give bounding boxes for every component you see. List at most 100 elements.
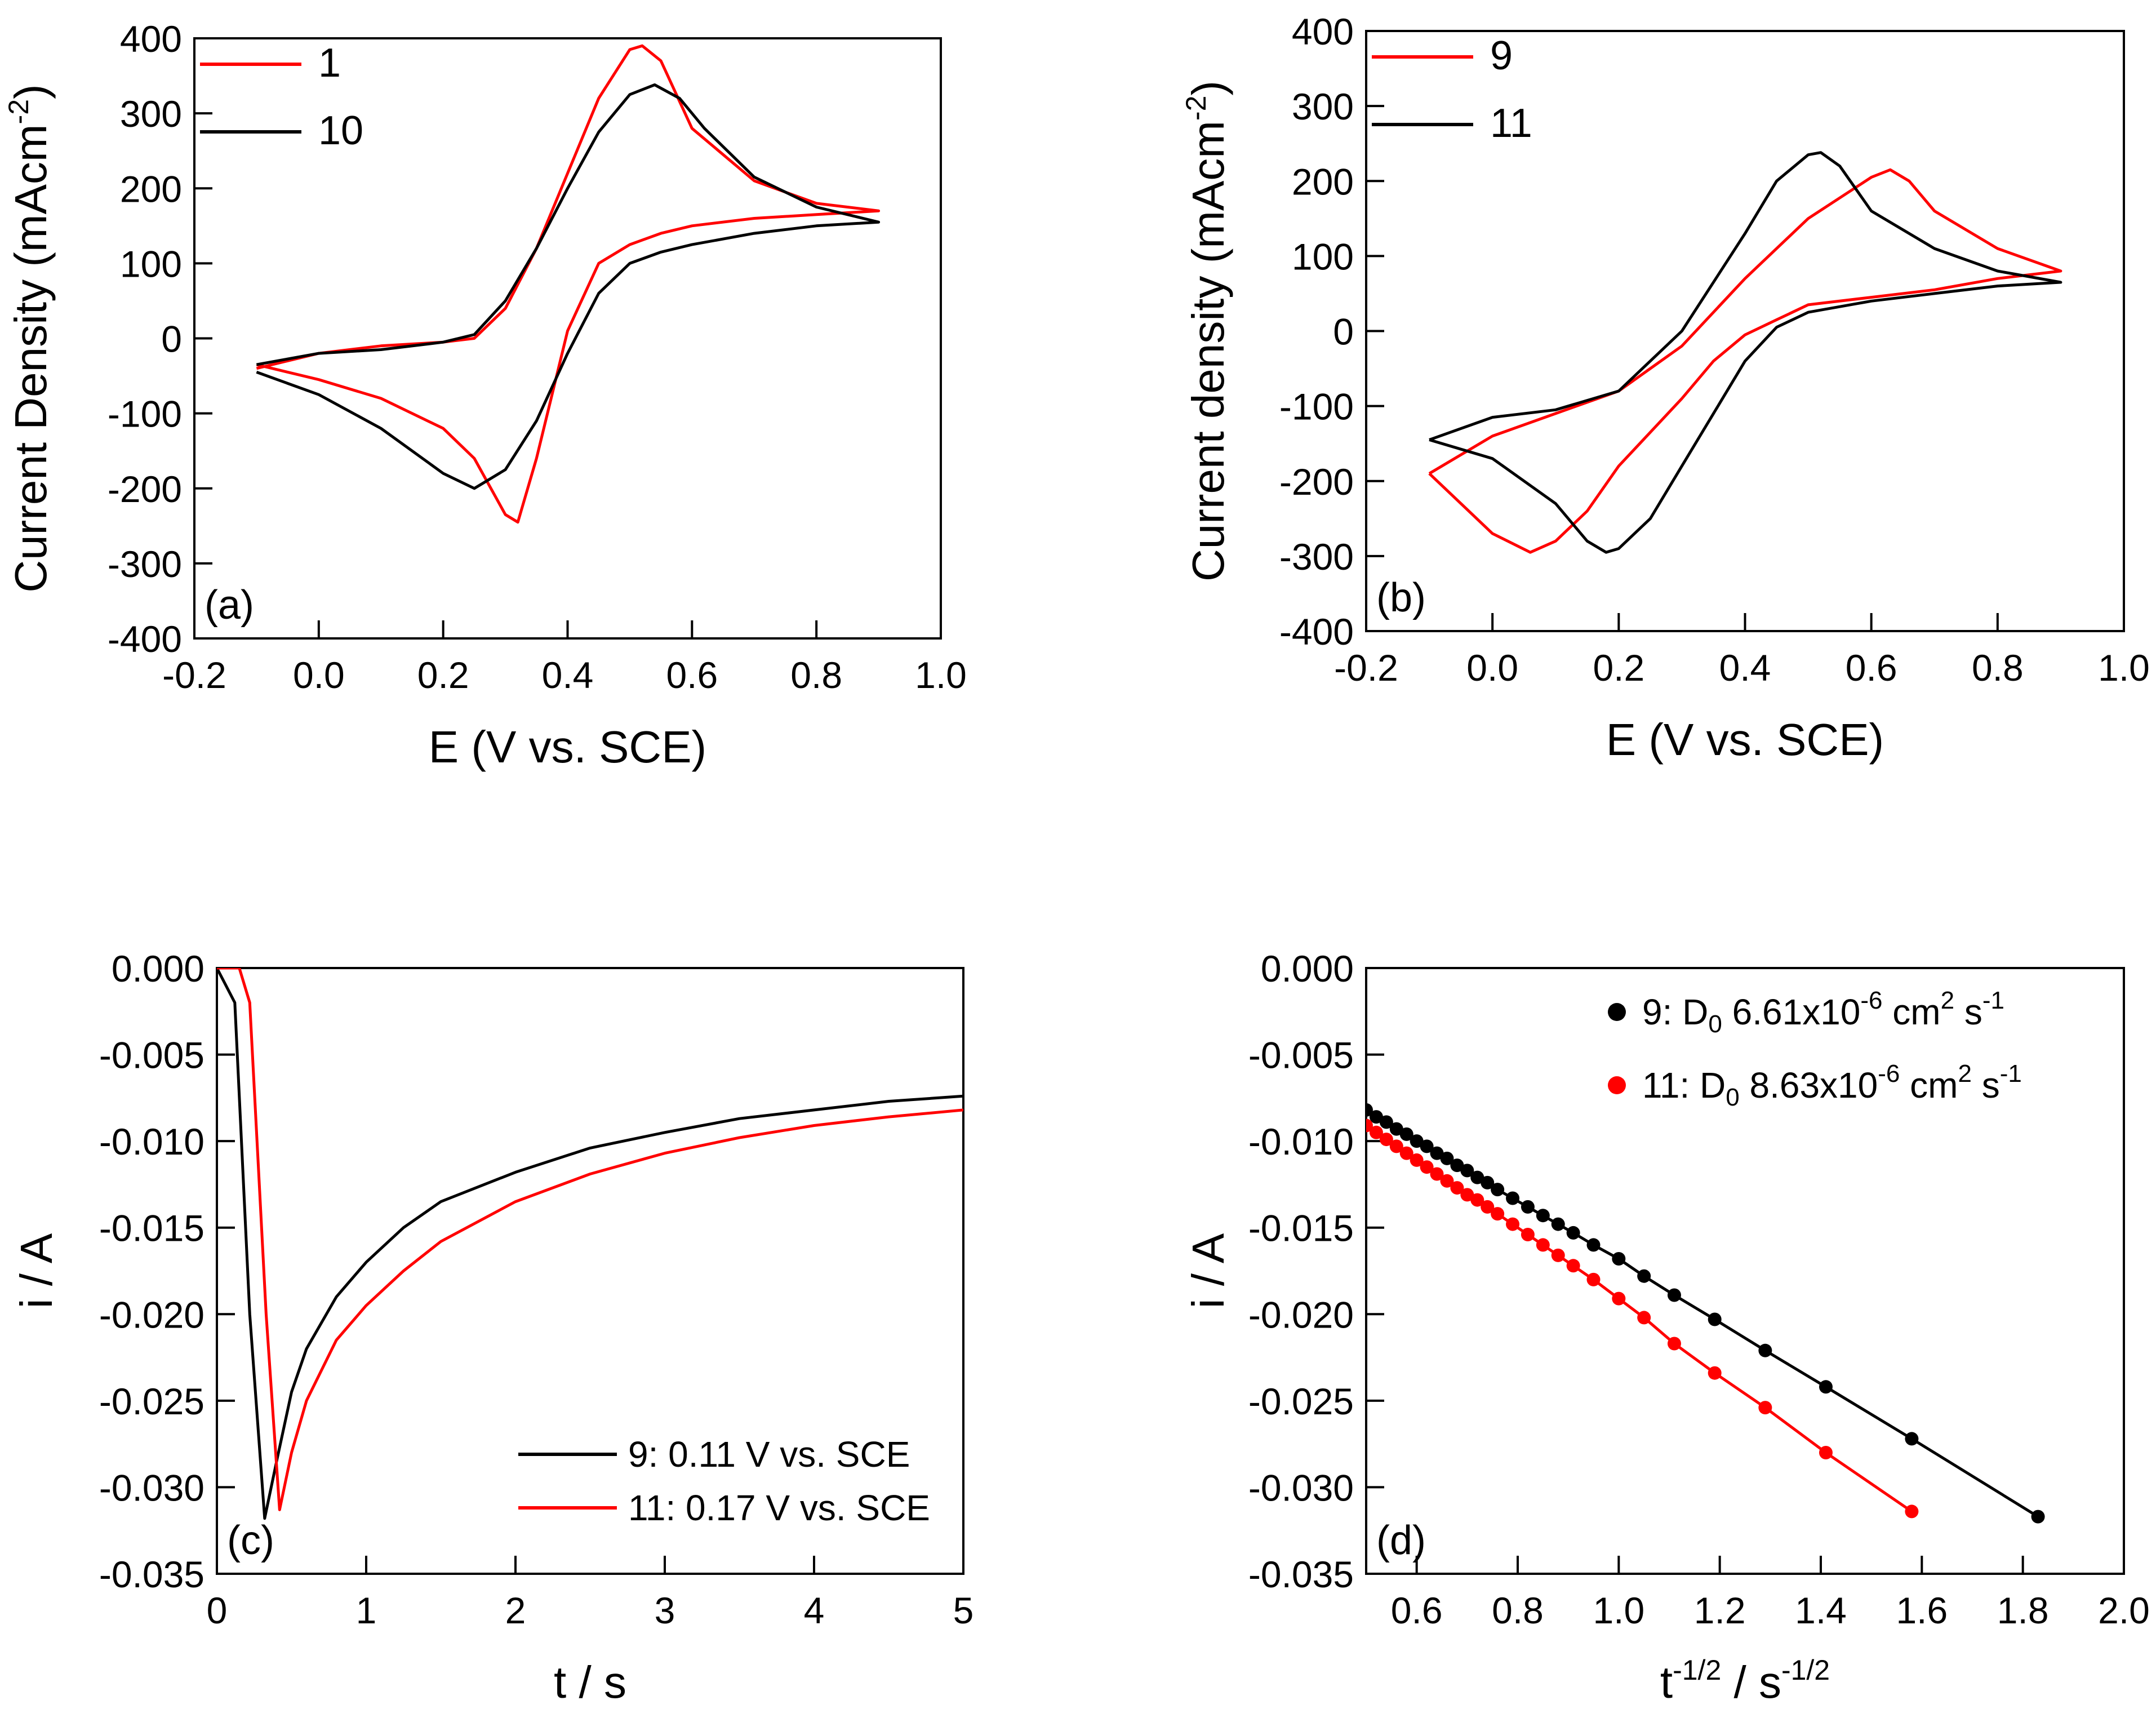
x-axis-label: E (V vs. SCE) — [1606, 714, 1884, 765]
data-point — [1369, 1110, 1383, 1124]
y-tick-label: -300 — [1279, 536, 1354, 578]
data-point — [1369, 1125, 1383, 1139]
plot-frame — [1365, 967, 2125, 1575]
y-tick-label: -0.025 — [99, 1380, 205, 1422]
x-tick-label: 0.8 — [1972, 647, 2024, 689]
y-tick-label: -400 — [1279, 611, 1354, 652]
y-tick-label: 400 — [1292, 11, 1354, 52]
y-tick-label: 0 — [1333, 311, 1354, 353]
y-axis-label: i / A — [1183, 1233, 1233, 1308]
data-point — [1708, 1366, 1722, 1380]
legend-label: 11: 0.17 V vs. SCE — [628, 1488, 930, 1528]
panel-b: -0.2 0.0 0.2 0.4 0.6 0.8 1.0 -400 -300 -200 -100 0 1… — [1180, 11, 2150, 765]
x-tick-label: 2 — [505, 1590, 526, 1631]
legend-label: 9 — [1490, 33, 1513, 78]
data-point — [1491, 1207, 1505, 1221]
data-point — [2031, 1510, 2045, 1524]
x-tick-label: 0.4 — [1719, 647, 1771, 689]
legend: 9: 0.11 V vs. SCE 11: 0.17 V vs. SCE — [518, 1434, 930, 1528]
y-axis-label: i / A — [11, 1233, 61, 1308]
y-axis-label: Current density (mAcm-2) — [1180, 81, 1233, 581]
x-tick-label: -0.2 — [162, 654, 226, 696]
panel-d: 0.6 0.8 1.0 1.2 1.4 1.6 1.8 2.0 0.000 -0.005 -0.01… — [1183, 948, 2150, 1707]
data-point — [1440, 1174, 1454, 1188]
y-tick-label: -400 — [108, 618, 182, 660]
data-point — [1450, 1181, 1464, 1195]
legend: 9: D0 6.61x10-6 cm2 s-1 11: D0 8.63x10-6 … — [1608, 987, 2022, 1111]
y-tick-label: 100 — [120, 243, 182, 285]
data-point — [1905, 1432, 1919, 1446]
x-axis-label: E (V vs. SCE) — [429, 722, 706, 772]
y-tick-label: 100 — [1292, 236, 1354, 277]
data-point — [1758, 1401, 1772, 1415]
y-tick-label: 0 — [161, 318, 182, 360]
y-tick-label: 400 — [120, 18, 182, 60]
data-point — [1430, 1167, 1444, 1181]
legend-label: 1 — [318, 41, 341, 86]
x-tick-label: 4 — [804, 1590, 825, 1631]
data-point — [1506, 1217, 1520, 1231]
series-line-1 — [256, 44, 881, 524]
data-point — [1379, 1115, 1393, 1129]
y-tick-label: -0.035 — [99, 1553, 205, 1595]
x-tick-label: 1 — [356, 1590, 377, 1631]
data-point — [1551, 1248, 1565, 1262]
plot-area — [1366, 1103, 2045, 1524]
y-tick-label: -0.025 — [1248, 1380, 1354, 1422]
data-point — [1819, 1446, 1833, 1459]
panel-label: (d) — [1376, 1518, 1426, 1563]
x-tick-label: 1.8 — [1997, 1590, 2049, 1631]
panel-c: 0 1 2 3 4 5 0.000 -0.005 -0.010 -0.015 -0.020 -0.02… — [11, 948, 973, 1707]
data-point — [1637, 1269, 1651, 1283]
plot-area — [1428, 151, 2062, 554]
y-tick-label: 200 — [120, 168, 182, 210]
x-tick-label: 0.6 — [666, 654, 718, 696]
data-point — [1758, 1343, 1772, 1357]
y-tick-label: -0.015 — [99, 1208, 205, 1249]
y-tick-label: 0.000 — [1261, 948, 1354, 989]
y-tick-label: 300 — [1292, 86, 1354, 127]
x-tick-label: 1.6 — [1896, 1590, 1948, 1631]
x-tick-label: 1.2 — [1694, 1590, 1746, 1631]
data-point — [1410, 1134, 1424, 1148]
series-line-9 — [1428, 168, 2062, 554]
plot-frame — [193, 37, 942, 640]
data-point — [1819, 1380, 1833, 1394]
data-point — [1612, 1291, 1626, 1306]
data-point — [1667, 1337, 1681, 1351]
legend-marker — [1608, 1003, 1626, 1021]
data-point — [1905, 1504, 1919, 1519]
y-tick-label: -0.010 — [1248, 1121, 1354, 1162]
series-line-10 — [256, 83, 881, 490]
data-point — [1399, 1146, 1413, 1160]
x-tick-label: 1.0 — [1593, 1590, 1644, 1631]
data-point — [1521, 1200, 1535, 1214]
data-point — [1420, 1160, 1434, 1174]
legend-label: 11 — [1490, 101, 1532, 146]
x-tick-label: 0.2 — [417, 654, 469, 696]
data-point — [1470, 1193, 1484, 1207]
data-point — [1708, 1312, 1722, 1326]
data-point — [1430, 1146, 1444, 1160]
legend-label: 9: D0 6.61x10-6 cm2 s-1 — [1642, 987, 2004, 1038]
data-point — [1420, 1139, 1434, 1153]
x-tick-label: 0 — [207, 1590, 228, 1631]
x-tick-label: -0.2 — [1334, 647, 1398, 689]
legend-label: 11: D0 8.63x10-6 cm2 s-1 — [1642, 1060, 2022, 1111]
data-point — [1450, 1158, 1464, 1173]
plot-area — [256, 44, 881, 524]
panel-a: -0.2 0.0 0.2 0.4 0.6 0.8 1.0 -400 -300 -200 -100 0 1… — [3, 18, 967, 772]
data-point — [1506, 1191, 1520, 1205]
legend-label: 9: 0.11 V vs. SCE — [628, 1434, 910, 1475]
x-tick-label: 1.4 — [1795, 1590, 1847, 1631]
x-tick-label: 3 — [655, 1590, 675, 1631]
legend: 9 11 — [1372, 33, 1532, 146]
plot-area — [217, 968, 963, 1520]
data-point — [1389, 1122, 1403, 1136]
y-tick-label: -0.005 — [1248, 1035, 1354, 1076]
x-axis-label: t-1/2 / s-1/2 — [1660, 1654, 1830, 1707]
x-tick-label: 0.0 — [1466, 647, 1518, 689]
data-point — [1481, 1175, 1495, 1189]
legend: 110 — [200, 41, 363, 153]
